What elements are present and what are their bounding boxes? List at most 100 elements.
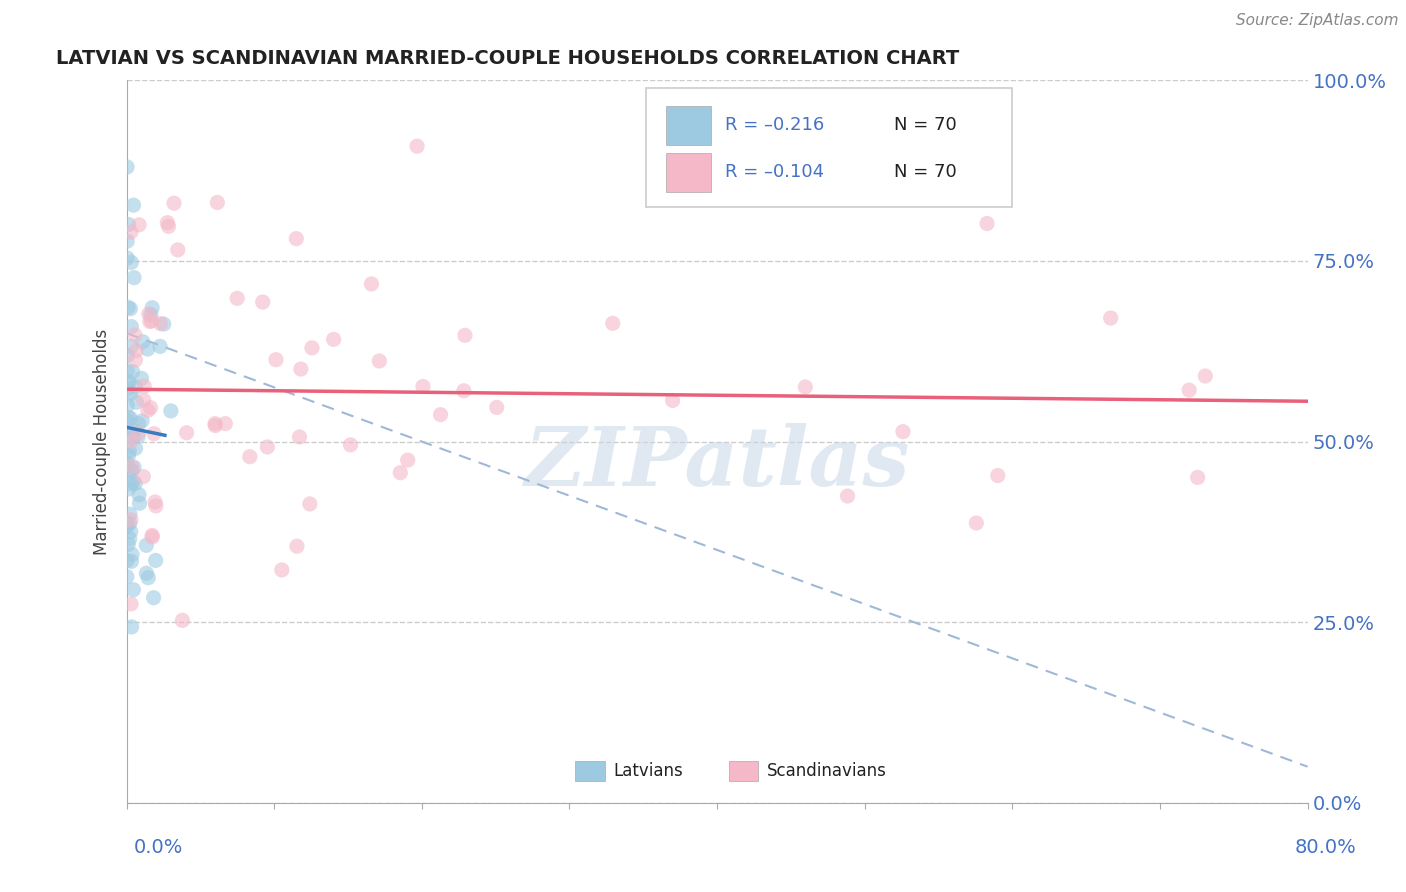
Point [120, 319, 142, 334]
Point [239, 450, 262, 464]
Point [406, 139, 429, 153]
Y-axis label: Married-couple Households: Married-couple Households [93, 328, 111, 555]
Point [1099, 311, 1122, 326]
Point [138, 307, 160, 321]
Point [124, 442, 146, 456]
Point [117, 516, 139, 531]
Bar [728, 761, 758, 781]
Text: 80.0%: 80.0% [1295, 838, 1357, 857]
Point [117, 376, 139, 391]
Text: 0.0%: 0.0% [134, 838, 183, 857]
Point [128, 496, 150, 510]
Point [122, 198, 145, 212]
Point [891, 425, 914, 439]
Point [118, 463, 141, 477]
Point [136, 342, 159, 356]
Point [396, 453, 419, 467]
Point [285, 539, 308, 553]
Point [120, 513, 142, 527]
Point [120, 554, 142, 568]
Point [120, 477, 142, 491]
Point [115, 160, 138, 174]
Bar [666, 105, 711, 145]
Point [127, 426, 149, 441]
Point [125, 395, 148, 409]
Point [837, 489, 859, 503]
Point [118, 508, 141, 522]
Point [115, 520, 138, 534]
Text: Latvians: Latvians [613, 762, 683, 780]
Point [121, 463, 143, 477]
Point [322, 332, 344, 346]
Point [122, 270, 145, 285]
Point [976, 217, 998, 231]
Bar [666, 153, 711, 193]
Point [661, 393, 683, 408]
Point [121, 431, 143, 445]
Point [149, 317, 172, 331]
Text: N = 70: N = 70 [894, 116, 957, 134]
Point [118, 532, 141, 546]
Point [252, 295, 274, 310]
Point [301, 341, 323, 355]
Point [145, 499, 167, 513]
Point [429, 408, 451, 422]
Point [117, 449, 139, 463]
Point [122, 460, 145, 475]
Point [117, 537, 139, 551]
Point [794, 380, 817, 394]
Point [122, 582, 145, 597]
Point [136, 403, 159, 417]
Point [120, 225, 142, 239]
Point [120, 301, 142, 316]
Point [288, 430, 311, 444]
Point [128, 488, 150, 502]
Point [115, 456, 138, 470]
Point [120, 434, 142, 448]
Point [117, 218, 139, 232]
Point [214, 417, 236, 431]
Point [368, 354, 391, 368]
Text: LATVIAN VS SCANDINAVIAN MARRIED-COUPLE HOUSEHOLDS CORRELATION CHART: LATVIAN VS SCANDINAVIAN MARRIED-COUPLE H… [56, 48, 959, 68]
Point [117, 348, 139, 362]
Text: Source: ZipAtlas.com: Source: ZipAtlas.com [1236, 13, 1399, 29]
Point [121, 620, 143, 634]
Point [166, 243, 188, 257]
Point [141, 301, 163, 315]
Point [285, 232, 308, 246]
Point [965, 516, 987, 530]
Point [118, 444, 141, 458]
Point [136, 571, 159, 585]
Point [141, 528, 163, 542]
Point [125, 343, 148, 358]
Point [117, 251, 139, 265]
Point [117, 300, 139, 314]
FancyBboxPatch shape [647, 87, 1012, 207]
Point [120, 386, 142, 401]
Point [117, 374, 139, 388]
Point [172, 613, 194, 627]
Point [256, 440, 278, 454]
Point [121, 430, 143, 444]
Point [118, 482, 141, 496]
Point [115, 383, 138, 397]
Point [412, 379, 434, 393]
Point [117, 410, 139, 425]
Text: N = 70: N = 70 [894, 163, 957, 181]
Point [124, 328, 146, 343]
Point [124, 476, 146, 491]
Point [121, 459, 143, 474]
Point [156, 216, 179, 230]
Point [135, 538, 157, 552]
Point [204, 418, 226, 433]
Point [128, 218, 150, 232]
Point [160, 404, 183, 418]
Point [120, 597, 142, 611]
Point [152, 317, 174, 331]
Text: ZIPatlas: ZIPatlas [524, 423, 910, 503]
Point [122, 475, 145, 489]
Point [132, 469, 155, 483]
Text: R = –0.104: R = –0.104 [725, 163, 824, 181]
Point [139, 314, 162, 328]
Point [115, 554, 138, 568]
